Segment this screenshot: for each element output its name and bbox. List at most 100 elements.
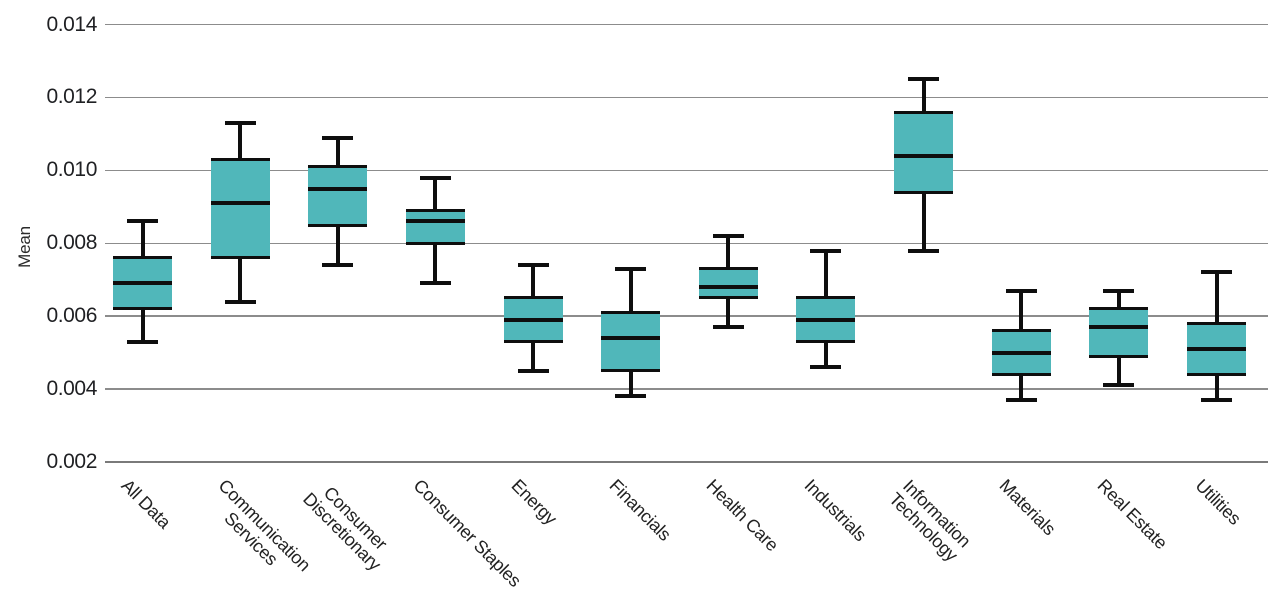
x-tick-label: Information Technology bbox=[884, 475, 975, 566]
whisker-lower bbox=[531, 341, 536, 371]
whisker-cap-low bbox=[1005, 398, 1037, 403]
box-q1-line bbox=[308, 223, 368, 227]
whisker-upper bbox=[921, 79, 926, 112]
x-tick-label: Consumer Staples bbox=[409, 475, 526, 591]
box-q1-line bbox=[405, 241, 465, 245]
box-q3-line bbox=[405, 208, 465, 212]
y-tick-label: 0.006 bbox=[46, 304, 97, 328]
whisker-upper bbox=[140, 221, 145, 258]
whisker-cap-low bbox=[127, 339, 158, 344]
whisker-upper bbox=[823, 250, 828, 298]
whisker-cap-high bbox=[810, 248, 842, 253]
box-iqr bbox=[210, 159, 270, 258]
whisker-cap-high bbox=[1103, 288, 1135, 293]
x-tick-label: Energy bbox=[507, 475, 561, 529]
gridline bbox=[105, 169, 1268, 172]
whisker-cap-high bbox=[224, 120, 256, 125]
whisker-lower bbox=[1019, 374, 1024, 401]
whisker-lower bbox=[1214, 374, 1219, 401]
whisker-upper bbox=[531, 265, 536, 298]
whisker-cap-low bbox=[908, 248, 940, 253]
box-q3-line bbox=[1089, 307, 1149, 311]
box-q1-line bbox=[698, 296, 758, 300]
box-q1-line bbox=[601, 369, 661, 373]
box-q3-line bbox=[308, 165, 368, 169]
whisker-lower bbox=[140, 308, 145, 342]
whisker-lower bbox=[921, 192, 926, 251]
whisker-lower bbox=[1116, 356, 1121, 386]
gridline bbox=[105, 315, 1268, 317]
whisker-cap-high bbox=[517, 263, 549, 268]
box-q1-line bbox=[210, 256, 270, 260]
box-median-line bbox=[405, 219, 465, 224]
whisker-cap-low bbox=[517, 368, 549, 373]
whisker-upper bbox=[1214, 272, 1219, 324]
x-tick-label: Health Care bbox=[702, 475, 783, 556]
x-axis-line bbox=[105, 460, 1268, 464]
whisker-cap-low bbox=[615, 394, 647, 399]
whisker-cap-low bbox=[1103, 383, 1135, 388]
whisker-lower bbox=[823, 341, 828, 368]
y-tick-label: 0.008 bbox=[46, 231, 97, 255]
box-median-line bbox=[698, 285, 758, 289]
whisker-lower bbox=[433, 243, 438, 284]
box-q1-line bbox=[991, 373, 1051, 376]
box-q3-line bbox=[601, 311, 661, 315]
box-q3-line bbox=[503, 296, 563, 300]
box-median-line bbox=[894, 153, 954, 158]
whisker-upper bbox=[628, 268, 633, 313]
box-median-line bbox=[308, 186, 368, 191]
box-iqr bbox=[405, 210, 465, 244]
whisker-upper bbox=[1019, 290, 1024, 331]
whisker-cap-high bbox=[127, 219, 158, 224]
whisker-cap-low bbox=[1201, 398, 1233, 403]
gridline bbox=[105, 23, 1268, 26]
box-q3-line bbox=[1187, 321, 1247, 325]
box-q3-line bbox=[796, 296, 856, 300]
whisker-cap-high bbox=[322, 135, 354, 140]
box-iqr bbox=[601, 312, 661, 371]
whisker-lower bbox=[726, 297, 731, 328]
box-q1-line bbox=[796, 340, 856, 344]
x-tick-label: Utilities bbox=[1191, 475, 1245, 529]
box-iqr bbox=[698, 268, 758, 298]
whisker-cap-low bbox=[224, 299, 256, 304]
whisker-cap-low bbox=[712, 325, 744, 330]
box-q1-line bbox=[1089, 354, 1149, 358]
gridline bbox=[105, 388, 1268, 390]
box-q1-line bbox=[1187, 373, 1247, 376]
x-tick-label: Real Estate bbox=[1093, 475, 1172, 553]
box-iqr bbox=[894, 112, 954, 193]
whisker-upper bbox=[238, 122, 243, 160]
box-median-line bbox=[210, 201, 270, 206]
box-median-line bbox=[503, 317, 563, 322]
y-tick-label: 0.010 bbox=[46, 158, 97, 182]
box-q1-line bbox=[113, 307, 172, 311]
x-tick-label: Financials bbox=[605, 475, 675, 545]
x-tick-label: Communication Services bbox=[214, 475, 315, 576]
whisker-upper bbox=[726, 235, 731, 269]
box-q1-line bbox=[503, 340, 563, 344]
whisker-lower bbox=[335, 225, 340, 266]
box-median-line bbox=[796, 317, 856, 322]
box-median-line bbox=[991, 350, 1051, 355]
box-median-line bbox=[113, 281, 172, 286]
box-median-line bbox=[1089, 325, 1149, 330]
x-tick-label: Materials bbox=[995, 475, 1060, 540]
whisker-cap-high bbox=[908, 77, 940, 82]
box-q1-line bbox=[894, 190, 954, 194]
box-q3-line bbox=[991, 329, 1051, 333]
whisker-cap-high bbox=[615, 266, 647, 271]
box-iqr bbox=[308, 166, 368, 226]
whisker-cap-high bbox=[1201, 270, 1233, 275]
whisker-cap-low bbox=[419, 281, 451, 286]
whisker-lower bbox=[238, 257, 243, 302]
whisker-cap-low bbox=[810, 365, 842, 370]
whisker-cap-high bbox=[419, 175, 451, 180]
box-q3-line bbox=[113, 256, 172, 260]
y-tick-label: 0.004 bbox=[46, 377, 97, 401]
x-tick-label: All Data bbox=[117, 475, 175, 533]
whisker-upper bbox=[335, 137, 340, 167]
y-tick-label: 0.014 bbox=[46, 12, 97, 36]
box-median-line bbox=[1187, 346, 1247, 351]
